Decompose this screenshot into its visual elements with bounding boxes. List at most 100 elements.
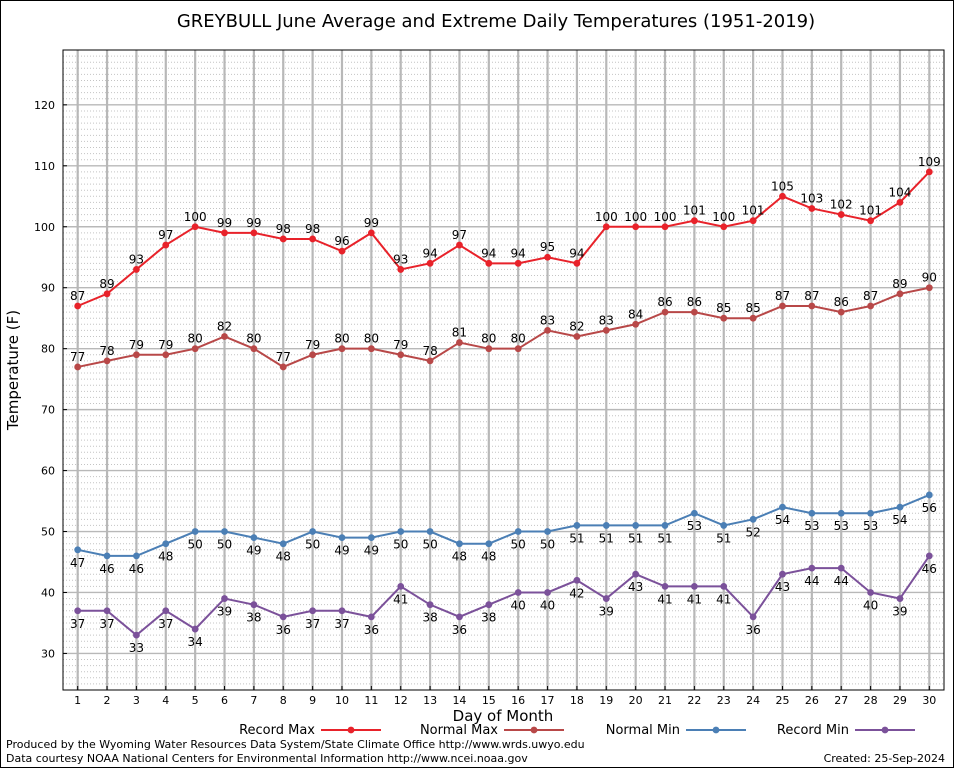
data-label: 100	[654, 210, 677, 224]
legend-item: Normal Max	[420, 723, 564, 738]
data-label: 99	[364, 216, 379, 230]
data-label: 39	[892, 605, 907, 619]
data-point	[749, 217, 757, 225]
data-label: 109	[918, 155, 941, 169]
data-point	[103, 290, 111, 298]
legend-swatch-marker	[881, 726, 889, 734]
data-label: 40	[863, 598, 878, 612]
data-point	[133, 631, 140, 639]
data-point	[544, 528, 551, 535]
data-point	[103, 607, 111, 615]
data-point	[837, 509, 845, 517]
data-label: 90	[922, 271, 937, 285]
data-point	[367, 534, 375, 542]
data-point	[103, 357, 111, 365]
data-label: 51	[657, 531, 672, 545]
data-label: 86	[687, 295, 702, 309]
data-point	[133, 266, 140, 273]
data-label: 38	[481, 611, 496, 625]
data-point	[837, 211, 845, 218]
x-tick-label: 30	[922, 694, 936, 707]
x-axis-ticks: 1 2 3 4 5 6 7 8 9 10 11 12 13 14 15 16 17 18 19 20 21 22 23 24 2…	[74, 686, 936, 707]
data-point	[162, 540, 170, 548]
data-label: 46	[129, 562, 144, 576]
data-point	[514, 528, 522, 535]
data-label: 37	[70, 617, 85, 631]
data-label: 43	[628, 580, 643, 594]
data-point	[191, 625, 199, 633]
data-point	[397, 266, 405, 273]
data-label: 48	[276, 550, 291, 564]
data-point	[749, 515, 757, 523]
data-point	[720, 582, 728, 590]
data-point	[367, 613, 375, 621]
series-line	[77, 555, 931, 637]
data-label: 54	[892, 513, 907, 527]
data-point	[514, 345, 522, 353]
data-label: 50	[188, 538, 203, 552]
legend-label: Normal Max	[420, 723, 498, 738]
data-point	[191, 345, 199, 353]
data-label: 39	[217, 605, 232, 619]
x-tick-label: 4	[162, 694, 169, 707]
chart-title: GREYBULL June Average and Extreme Daily …	[177, 11, 815, 32]
data-point	[837, 308, 845, 316]
data-point	[191, 528, 199, 535]
data-point	[426, 528, 434, 535]
x-tick-label: 6	[221, 694, 228, 707]
data-point	[720, 522, 728, 529]
legend: Record Max Normal Max Normal Min Record Min	[239, 723, 915, 738]
data-label: 37	[334, 617, 349, 631]
data-label: 46	[922, 562, 937, 576]
data-label: 99	[246, 216, 261, 230]
data-label: 48	[481, 550, 496, 564]
data-point	[221, 528, 228, 535]
data-point	[74, 546, 82, 554]
data-point	[632, 223, 640, 231]
data-label: 82	[217, 319, 232, 333]
y-tick-label: 90	[41, 282, 55, 295]
data-label: 47	[70, 556, 85, 570]
data-label: 78	[422, 344, 437, 358]
data-label: 87	[863, 289, 878, 303]
data-label: 79	[305, 338, 320, 352]
data-label: 52	[745, 525, 760, 539]
y-tick-label: 100	[34, 221, 55, 234]
data-label: 98	[276, 222, 291, 236]
x-tick-label: 15	[482, 694, 496, 707]
x-tick-label: 26	[805, 694, 819, 707]
y-axis-ticks: 30 40 50 60 70 80 90 100 110 120	[34, 99, 67, 660]
data-point	[456, 241, 463, 249]
x-tick-label: 2	[104, 694, 111, 707]
data-label: 104	[888, 185, 911, 199]
data-label: 36	[745, 623, 760, 637]
series-line	[77, 171, 931, 307]
major-grid	[63, 50, 944, 690]
data-point	[221, 229, 228, 237]
data-point	[690, 217, 698, 225]
data-label: 51	[628, 531, 643, 545]
x-tick-label: 19	[599, 694, 613, 707]
data-point	[338, 607, 346, 615]
data-label: 86	[834, 295, 849, 309]
data-point	[514, 259, 522, 267]
data-point	[338, 247, 346, 255]
data-label: 54	[775, 513, 790, 527]
legend-item: Record Min	[777, 723, 915, 738]
data-label: 100	[184, 210, 207, 224]
data-point	[397, 528, 405, 535]
data-label: 85	[716, 301, 731, 315]
data-point	[925, 168, 933, 176]
data-label: 50	[305, 538, 320, 552]
footer-created: Created: 25-Sep-2024	[823, 752, 945, 765]
x-tick-label: 12	[394, 694, 408, 707]
data-label: 97	[158, 228, 173, 242]
data-label: 48	[452, 550, 467, 564]
x-tick-label: 29	[893, 694, 907, 707]
data-label: 97	[452, 228, 467, 242]
data-point	[74, 302, 82, 310]
series-normal-min: 47 46 46 48 50 50 49 48 50 49 49 50 50 48 48 50 50 51 51 51…	[70, 491, 937, 576]
data-point	[779, 302, 786, 310]
data-point	[925, 284, 933, 292]
